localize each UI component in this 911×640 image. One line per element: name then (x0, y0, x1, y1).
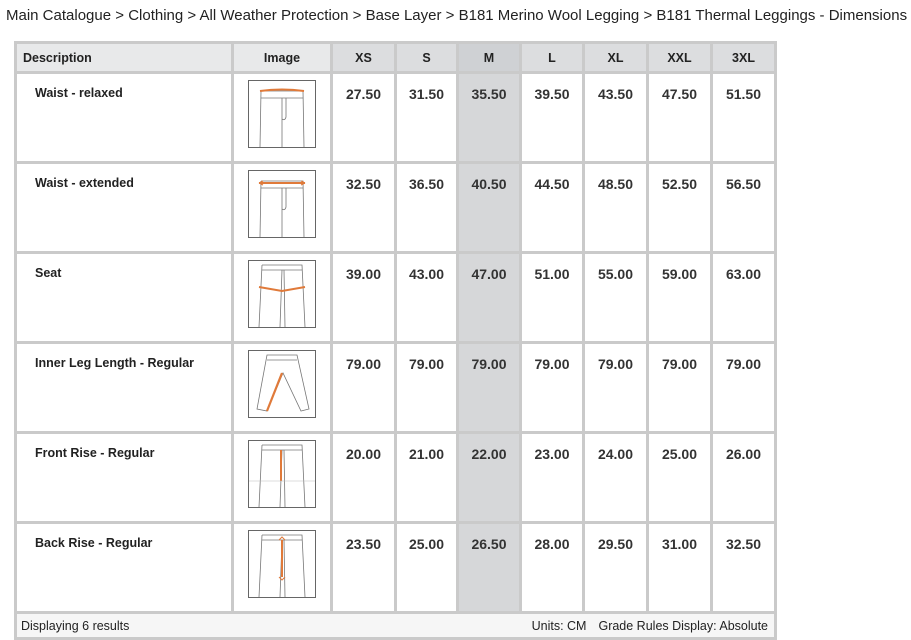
row-description: Waist - extended (14, 161, 234, 254)
breadcrumb-item[interactable]: Clothing (128, 7, 184, 24)
value-cell-m: 26.50 (456, 521, 522, 614)
value-cell-xl: 43.50 (582, 71, 649, 164)
value-cell-s: 31.50 (394, 71, 459, 164)
value-cell-3xl: 56.50 (710, 161, 777, 254)
row-image-cell (231, 341, 333, 434)
value-cell-xs: 79.00 (330, 341, 397, 434)
value-cell-xl: 55.00 (582, 251, 649, 344)
table-row: Inner Leg Length - Regular 79.00 79.00 79.0… (14, 341, 777, 434)
table-row: Waist - extended 32.50 36.50 40.50 44.50 48.5… (14, 161, 777, 254)
breadcrumb-item: B181 Thermal Leggings - Dimensions (656, 7, 908, 24)
row-image-cell (231, 431, 333, 524)
table-row: Waist - relaxed 27.50 31.50 35.50 39.50 43.50… (14, 71, 777, 164)
results-count: Displaying 6 results (21, 618, 130, 633)
breadcrumb-separator: > (639, 7, 657, 24)
value-cell-s: 25.00 (394, 521, 459, 614)
value-cell-l: 28.00 (519, 521, 585, 614)
value-cell-xl: 24.00 (582, 431, 649, 524)
table-row: Seat 39.00 43.00 47.00 51.00 55.00 59.00 63.00 (14, 251, 777, 344)
breadcrumb-separator: > (183, 7, 200, 24)
row-description: Seat (14, 251, 234, 344)
value-cell-s: 36.50 (394, 161, 459, 254)
value-cell-l: 23.00 (519, 431, 585, 524)
value-cell-xxl: 25.00 (646, 431, 713, 524)
value-cell-xxl: 31.00 (646, 521, 713, 614)
pants-waist-relaxed-icon[interactable] (248, 80, 316, 148)
value-cell-m: 79.00 (456, 341, 522, 434)
column-header-size-xxl[interactable]: XXL (646, 41, 713, 74)
table-row: Back Rise - Regular 23.50 25.00 26.50 28.00 2… (14, 521, 777, 614)
row-image-cell (231, 251, 333, 344)
table-row: Front Rise - Regular 20.00 21.00 22.00 23.00… (14, 431, 777, 524)
value-cell-xl: 79.00 (582, 341, 649, 434)
value-cell-xs: 32.50 (330, 161, 397, 254)
value-cell-m: 35.50 (456, 71, 522, 164)
row-description: Inner Leg Length - Regular (14, 341, 234, 434)
breadcrumb-item[interactable]: Base Layer (365, 7, 442, 24)
column-header-size-l[interactable]: L (519, 41, 585, 74)
column-header-description[interactable]: Description (14, 41, 234, 74)
breadcrumb-item[interactable]: All Weather Protection (199, 7, 349, 24)
units-label: Units: CM (531, 618, 587, 633)
dimensions-table: Description Image XS S M L XL XXL 3XL Waist - … (14, 41, 777, 640)
value-cell-s: 21.00 (394, 431, 459, 524)
value-cell-3xl: 32.50 (710, 521, 777, 614)
value-cell-m: 40.50 (456, 161, 522, 254)
row-image-cell (231, 161, 333, 254)
value-cell-m: 22.00 (456, 431, 522, 524)
column-header-size-3xl[interactable]: 3XL (710, 41, 777, 74)
value-cell-s: 43.00 (394, 251, 459, 344)
row-image-cell (231, 71, 333, 164)
breadcrumb-separator: > (111, 7, 129, 24)
value-cell-xl: 48.50 (582, 161, 649, 254)
row-description: Waist - relaxed (14, 71, 234, 164)
value-cell-xs: 39.00 (330, 251, 397, 344)
pants-seat-icon[interactable] (248, 260, 316, 328)
grade-rules-label: Grade Rules Display: Absolute (598, 618, 768, 633)
value-cell-xxl: 52.50 (646, 161, 713, 254)
value-cell-l: 51.00 (519, 251, 585, 344)
breadcrumb-item[interactable]: Main Catalogue (6, 7, 112, 24)
breadcrumb-separator: > (441, 7, 459, 24)
column-header-size-xs[interactable]: XS (330, 41, 397, 74)
value-cell-3xl: 26.00 (710, 431, 777, 524)
row-image-cell (231, 521, 333, 614)
pants-inner-leg-icon[interactable] (248, 350, 316, 418)
row-description: Back Rise - Regular (14, 521, 234, 614)
pants-back-rise-icon[interactable] (248, 530, 316, 598)
value-cell-l: 39.50 (519, 71, 585, 164)
value-cell-xxl: 59.00 (646, 251, 713, 344)
value-cell-xxl: 79.00 (646, 341, 713, 434)
column-header-image: Image (231, 41, 333, 74)
value-cell-3xl: 63.00 (710, 251, 777, 344)
column-header-size-xl[interactable]: XL (582, 41, 649, 74)
pants-front-rise-icon[interactable] (248, 440, 316, 508)
column-header-size-s[interactable]: S (394, 41, 459, 74)
value-cell-3xl: 79.00 (710, 341, 777, 434)
value-cell-xs: 27.50 (330, 71, 397, 164)
breadcrumb-separator: > (348, 7, 366, 24)
value-cell-xs: 20.00 (330, 431, 397, 524)
value-cell-l: 79.00 (519, 341, 585, 434)
value-cell-s: 79.00 (394, 341, 459, 434)
pants-waist-extended-icon[interactable] (248, 170, 316, 238)
row-description: Front Rise - Regular (14, 431, 234, 524)
value-cell-xs: 23.50 (330, 521, 397, 614)
breadcrumb-item[interactable]: B181 Merino Wool Legging (458, 7, 640, 24)
value-cell-3xl: 51.50 (710, 71, 777, 164)
value-cell-m: 47.00 (456, 251, 522, 344)
value-cell-xl: 29.50 (582, 521, 649, 614)
value-cell-l: 44.50 (519, 161, 585, 254)
value-cell-xxl: 47.50 (646, 71, 713, 164)
column-header-size-m[interactable]: M (456, 41, 522, 74)
breadcrumb: Main Catalogue > Clothing > All Weather … (6, 7, 907, 24)
